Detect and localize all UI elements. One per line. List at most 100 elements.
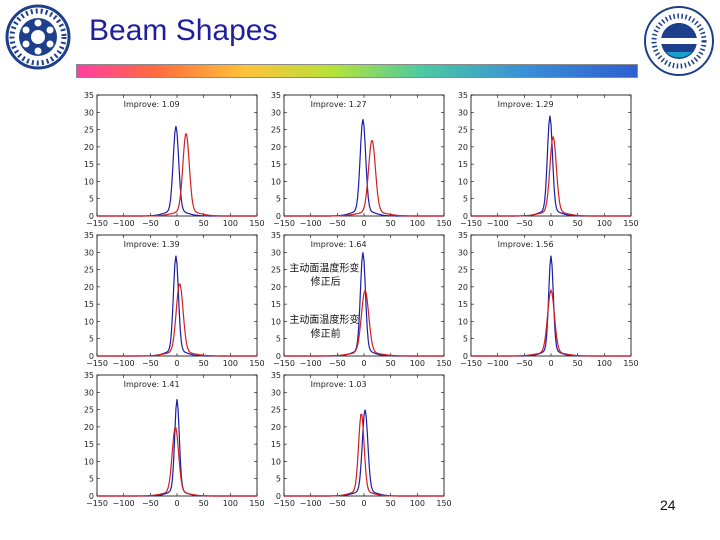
observatory-logo-icon [644, 6, 714, 76]
gradient-divider-bar [76, 64, 638, 78]
panel-2-xtick-label: 0 [361, 219, 366, 228]
panel-6-ytick-label: 15 [458, 300, 468, 309]
panel-4-ytick-label: 15 [84, 300, 94, 309]
panel-6-ytick-label: 25 [458, 266, 468, 275]
panel-5-ytick-label: 30 [271, 248, 281, 257]
panel-1-series-red-line [97, 133, 257, 217]
panel-2-xtick-label: 150 [436, 219, 451, 228]
panel-5-ytick-label: 5 [276, 335, 281, 344]
panel-6-ytick-label: 5 [463, 335, 468, 344]
panel-6-ytick-label: 35 [458, 231, 468, 240]
panel-7-ytick-label: 5 [89, 475, 94, 484]
academy-logo-icon [5, 4, 71, 70]
panel-8-improve-annotation: Improve: 1.03 [311, 380, 367, 389]
panel-2-xtick-label: −100 [300, 219, 322, 228]
panel-5-text-annotation: 修正前 [311, 327, 341, 340]
panel-1-xtick-label: 150 [249, 219, 264, 228]
panel-1-xtick-label: −50 [142, 219, 159, 228]
panel-2-xtick-label: −50 [329, 219, 346, 228]
panel-6-xtick-label: −50 [516, 359, 533, 368]
panel-5-xtick-label: 150 [436, 359, 451, 368]
panel-3-xtick-label: −100 [487, 219, 509, 228]
panel-8-xtick-label: −50 [329, 499, 346, 508]
panel-4-ytick-label: 30 [84, 248, 94, 257]
panel-8-series-red-line [284, 413, 444, 497]
panel-3-xtick-label: 0 [548, 219, 553, 228]
panel-2-xtick-label: 50 [386, 219, 396, 228]
panel-6-xtick-label: 0 [548, 359, 553, 368]
panel-3-ytick-label: 30 [458, 108, 468, 117]
panel-7-ytick-label: 0 [89, 492, 94, 501]
panel-7-improve-annotation: Improve: 1.41 [124, 380, 180, 389]
panel-4-ytick-label: 25 [84, 266, 94, 275]
panel-8-ytick-label: 35 [271, 371, 281, 380]
panel-3-ytick-label: 15 [458, 160, 468, 169]
panel-2-series-red-line [284, 140, 444, 217]
panel-3-xtick-label: −150 [460, 219, 482, 228]
panel-7-xtick-label: −100 [113, 499, 135, 508]
panel-4-improve-annotation: Improve: 1.39 [124, 240, 180, 249]
panel-6-xtick-label: 100 [597, 359, 612, 368]
panel-4-xtick-label: −50 [142, 359, 159, 368]
panel-8-ytick-label: 25 [271, 406, 281, 415]
panel-2-improve-annotation: Improve: 1.27 [311, 100, 367, 109]
panel-8-xtick-label: 0 [361, 499, 366, 508]
panel-8-ytick-label: 0 [276, 492, 281, 501]
panel-3-xtick-label: 50 [573, 219, 583, 228]
panel-6-ytick-label: 10 [458, 317, 468, 326]
panel-2-xtick-label: 100 [410, 219, 425, 228]
panel-1-ytick-label: 5 [89, 195, 94, 204]
panel-3-ytick-label: 35 [458, 91, 468, 100]
panel-1-xtick-label: −100 [113, 219, 135, 228]
panel-3-xtick-label: −50 [516, 219, 533, 228]
panel-1-ytick-label: 35 [84, 91, 94, 100]
panel-1-ytick-label: 10 [84, 177, 94, 186]
panel-7-xtick-label: 150 [249, 499, 264, 508]
panel-7-ytick-label: 15 [84, 440, 94, 449]
panel-5-text-annotation: 主动面温度形变 [289, 261, 359, 274]
panel-1-ytick-label: 25 [84, 126, 94, 135]
panel-8-ytick-label: 5 [276, 475, 281, 484]
panel-4-xtick-label: 0 [174, 359, 179, 368]
panel-2-ytick-label: 20 [271, 143, 281, 152]
panel-5-text-annotation: 修正后 [311, 275, 341, 288]
panel-5-xtick-label: 0 [361, 359, 366, 368]
panel-5-xtick-label: −150 [273, 359, 295, 368]
panel-1-ytick-label: 20 [84, 143, 94, 152]
panel-5-series-red-line [284, 288, 444, 357]
panel-7-ytick-label: 20 [84, 423, 94, 432]
panel-5-improve-annotation: Improve: 1.64 [311, 240, 367, 249]
panel-7-ytick-label: 35 [84, 371, 94, 380]
panel-4-xtick-label: 150 [249, 359, 264, 368]
panel-7-ytick-label: 10 [84, 457, 94, 466]
panel-6-ytick-label: 0 [463, 352, 468, 361]
panel-4-xtick-label: −100 [113, 359, 135, 368]
panel-5-xtick-label: 100 [410, 359, 425, 368]
panel-3-series-red-line [471, 136, 631, 217]
panel-8-ytick-label: 30 [271, 388, 281, 397]
panel-5-ytick-label: 10 [271, 317, 281, 326]
panel-1-improve-annotation: Improve: 1.09 [124, 100, 180, 109]
panel-4-ytick-label: 10 [84, 317, 94, 326]
panel-7-ytick-label: 25 [84, 406, 94, 415]
panel-7-xtick-label: 50 [199, 499, 209, 508]
panel-1-ytick-label: 30 [84, 108, 94, 117]
panel-8-ytick-label: 15 [271, 440, 281, 449]
panel-4-xtick-label: 100 [223, 359, 238, 368]
panel-6-plot-area [470, 234, 632, 357]
panel-7-xtick-label: 100 [223, 499, 238, 508]
panel-5-text-annotation: 主动面温度形变 [289, 313, 359, 326]
panel-5-ytick-label: 25 [271, 266, 281, 275]
panel-4-xtick-label: 50 [199, 359, 209, 368]
panel-3-ytick-label: 20 [458, 143, 468, 152]
panel-2-ytick-label: 10 [271, 177, 281, 186]
panel-6-xtick-label: 50 [573, 359, 583, 368]
panel-2-ytick-label: 30 [271, 108, 281, 117]
panel-1-xtick-label: −150 [86, 219, 108, 228]
panel-4-xtick-label: −150 [86, 359, 108, 368]
panel-6-improve-annotation: Improve: 1.56 [498, 240, 554, 249]
panel-4-ytick-label: 20 [84, 283, 94, 292]
panel-5-xtick-label: 50 [386, 359, 396, 368]
panel-8-xtick-label: 150 [436, 499, 451, 508]
panel-4-ytick-label: 35 [84, 231, 94, 240]
